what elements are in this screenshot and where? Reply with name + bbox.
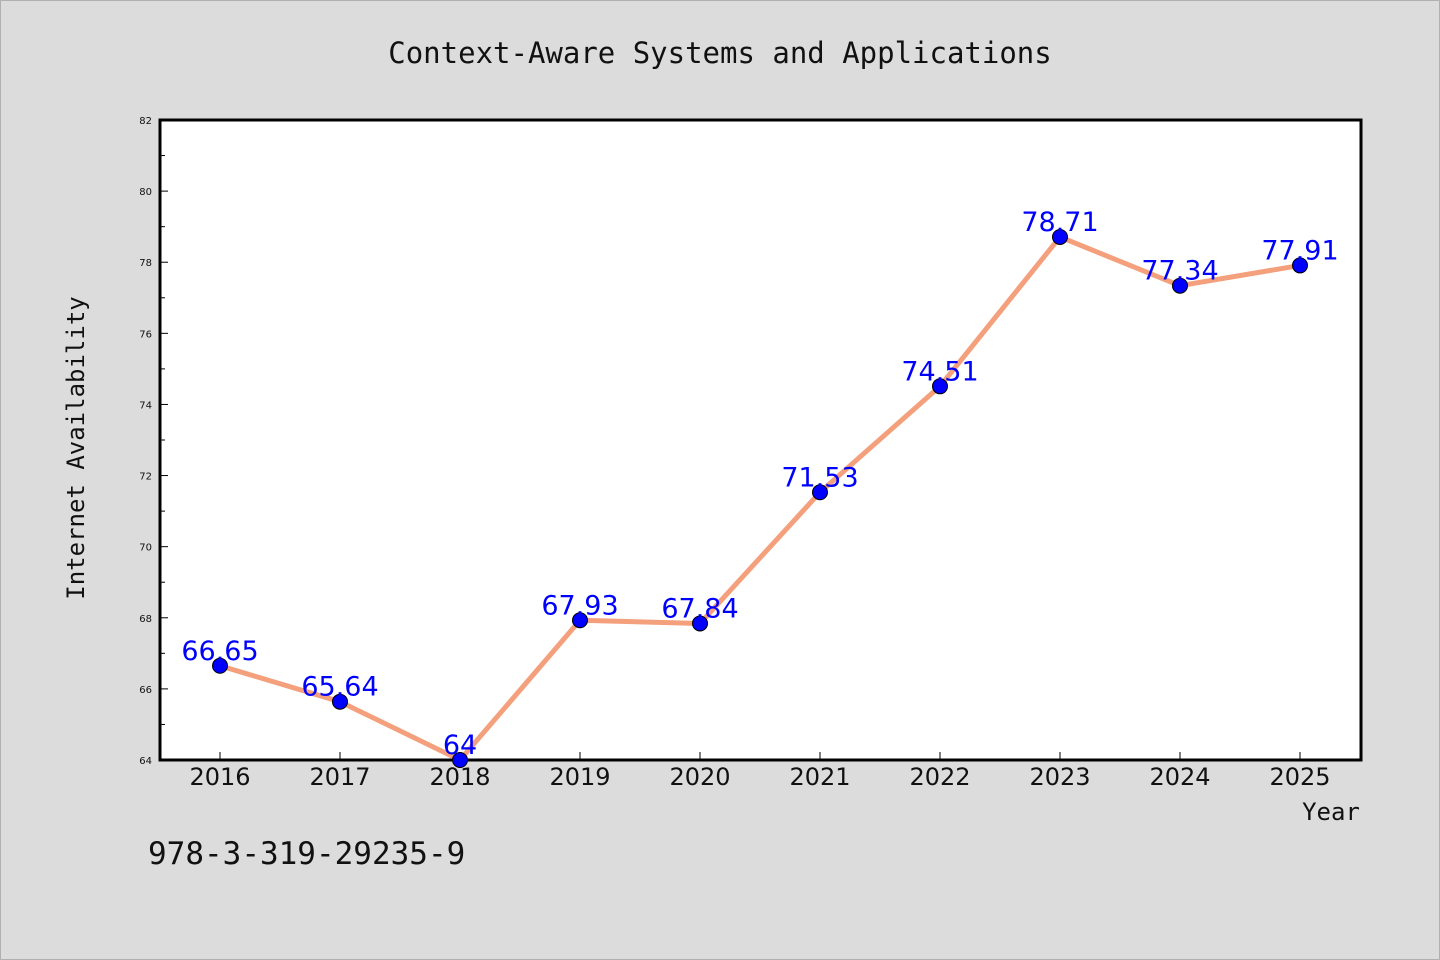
- y-tick-label: 76: [139, 329, 152, 340]
- y-axis: 64 66 68 70 72 74 76 78 80 82: [139, 116, 168, 767]
- data-point-marker: [572, 612, 588, 629]
- data-point-label: 67.93: [541, 590, 618, 621]
- y-tick-label: 80: [139, 187, 152, 198]
- x-tick-label: 2019: [549, 763, 610, 791]
- data-point-label: 74.51: [901, 356, 978, 387]
- x-tick-label: 2023: [1029, 763, 1090, 791]
- y-tick-label: 70: [139, 543, 152, 554]
- data-point-label: 77.91: [1261, 235, 1338, 266]
- chart-title: Context-Aware Systems and Applications: [388, 36, 1051, 70]
- isbn-text: 978-3-319-29235-9: [148, 836, 465, 872]
- plot-area: [158, 118, 1363, 762]
- data-point-label: 71.53: [781, 462, 858, 493]
- y-tick-label: 72: [139, 472, 152, 483]
- x-tick-label: 2022: [909, 763, 970, 791]
- data-label-layer: 66.65 65.64 64 67.93 67.84 71.53 74.51 78.71 77.…: [181, 207, 1338, 761]
- data-point-marker: [932, 378, 948, 395]
- data-point-label: 67.84: [661, 593, 738, 624]
- x-axis-label: Year: [1302, 798, 1360, 826]
- x-axis: 2016 2017 2018 2019 2020 2021 2022 2023 2024 2025: [189, 752, 1331, 791]
- x-tick-label: 2024: [1149, 763, 1210, 791]
- data-point-label: 78.71: [1021, 207, 1098, 238]
- data-point-marker: [1292, 257, 1308, 274]
- data-point-marker: [1172, 277, 1188, 294]
- data-point-marker: [452, 752, 468, 768]
- x-tick-label: 2020: [669, 763, 730, 791]
- y-tick-label: 66: [139, 685, 152, 696]
- series-layer: [212, 228, 1308, 768]
- data-point-marker: [692, 615, 708, 632]
- x-tick-label: 2021: [789, 763, 850, 791]
- data-point-marker: [812, 484, 828, 501]
- data-point-marker: [212, 657, 228, 674]
- y-tick-label: 68: [139, 614, 152, 625]
- y-tick-label: 82: [139, 116, 152, 127]
- data-point-label: 64: [443, 730, 477, 761]
- y-tick-label: 64: [139, 756, 152, 767]
- data-point-marker: [332, 693, 348, 710]
- x-tick-label: 2025: [1269, 763, 1330, 791]
- data-point-label: 77.34: [1141, 256, 1218, 287]
- data-point-marker: [1052, 228, 1068, 245]
- x-tick-label: 2017: [309, 763, 370, 791]
- y-tick-label: 78: [139, 258, 152, 269]
- data-point-label: 66.65: [181, 636, 258, 667]
- y-axis-label: Internet Availability: [62, 296, 90, 599]
- series-line: [217, 234, 1303, 763]
- y-tick-label: 74: [139, 400, 152, 411]
- data-point-label: 65.64: [301, 672, 378, 703]
- x-tick-label: 2016: [189, 763, 250, 791]
